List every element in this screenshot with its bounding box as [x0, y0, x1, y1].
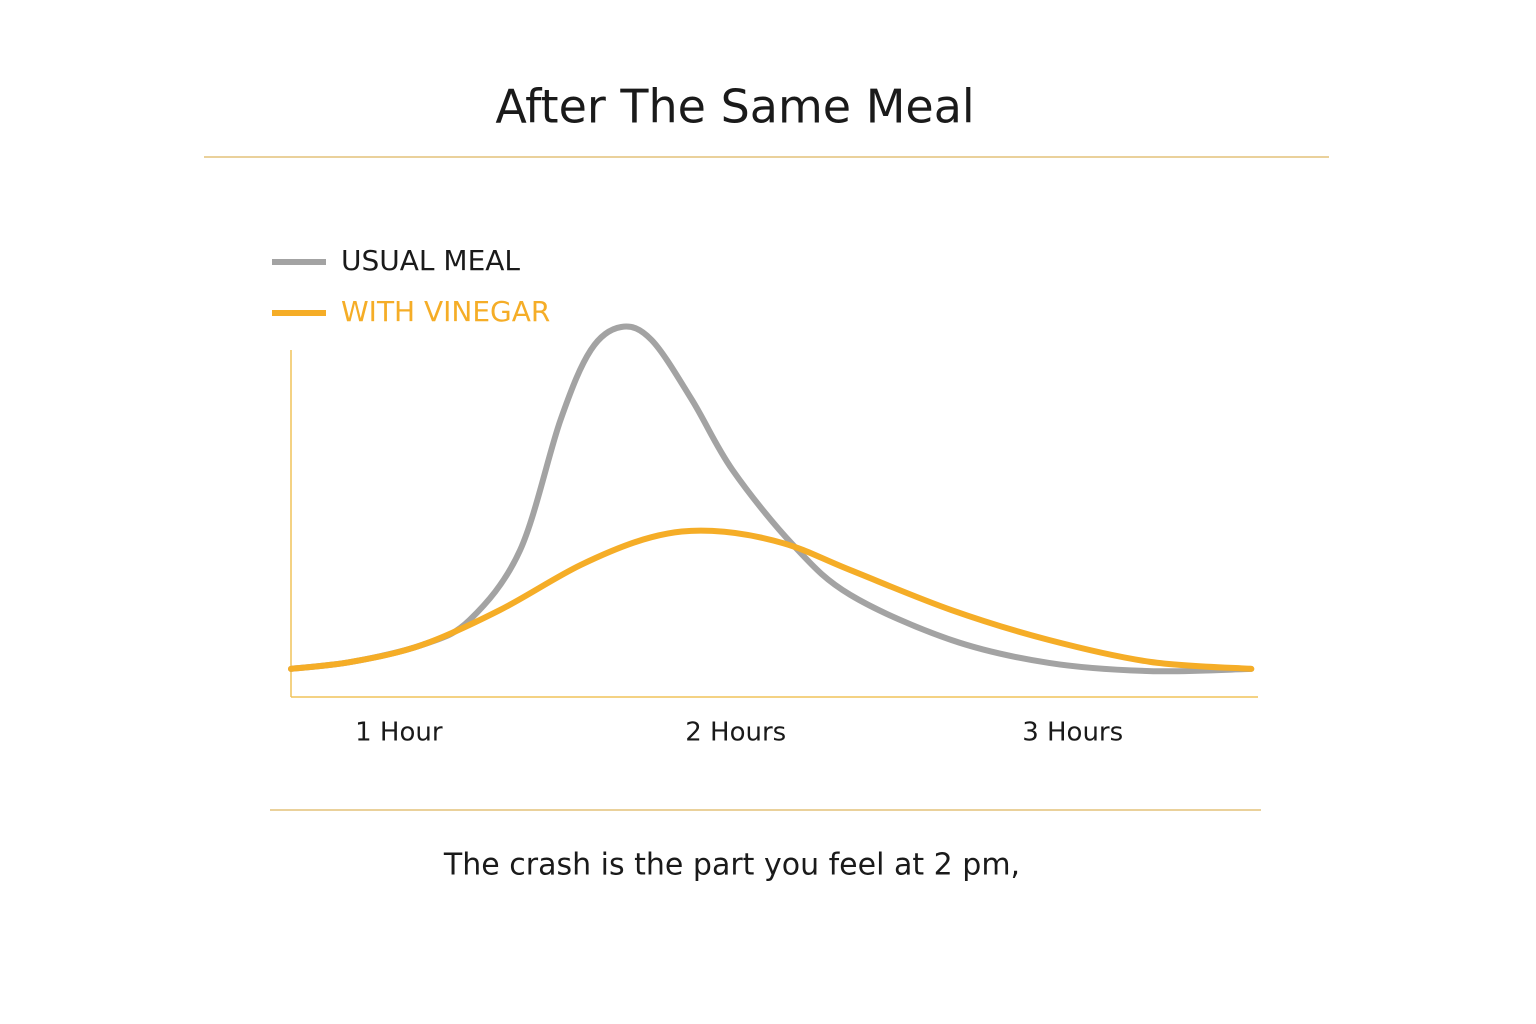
line [288, 527, 1255, 672]
line [288, 323, 1255, 675]
legend-label: USUAL MEAL [341, 244, 520, 277]
x-tick-label: 3 Hours [1022, 718, 1123, 748]
x-tick-label: 2 Hours [685, 718, 786, 748]
legend-label: WITH VINEGAR [341, 295, 550, 328]
chart-title: After The Same Meal [495, 80, 974, 134]
caption: The crash is the part you feel at 2 pm, [443, 848, 1020, 883]
x-tick-label: 1 Hour [355, 718, 443, 748]
